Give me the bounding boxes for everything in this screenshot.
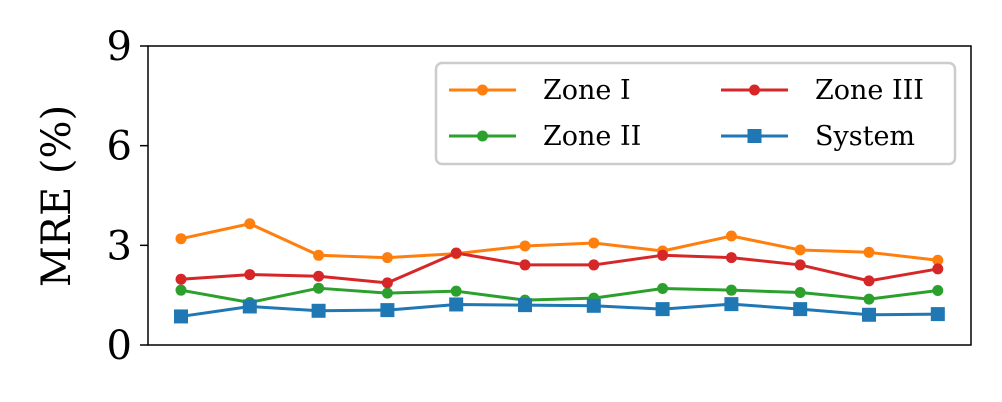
legend-marker: [747, 129, 762, 143]
data-point: [794, 244, 806, 256]
legend-marker: [749, 84, 760, 96]
legend-item-system: System: [721, 121, 915, 152]
legend-item-zone-iii: Zone III: [721, 75, 924, 106]
data-point: [450, 285, 462, 297]
data-point: [174, 309, 188, 324]
data-point: [655, 302, 670, 317]
data-point: [175, 233, 187, 245]
legend-marker: [477, 130, 488, 142]
data-point: [794, 287, 806, 299]
y-axis-label: MRE (%): [34, 105, 80, 287]
data-point: [863, 275, 875, 287]
data-point: [381, 287, 393, 299]
data-point: [794, 259, 806, 271]
data-point: [175, 284, 187, 296]
data-point: [932, 254, 944, 266]
data-point: [725, 252, 737, 264]
data-point: [175, 273, 187, 285]
data-point: [518, 298, 532, 313]
legend-label: Zone III: [815, 75, 924, 106]
y-tick-label: 0: [107, 323, 132, 369]
y-tick-label: 6: [107, 124, 132, 170]
legend-label: Zone II: [543, 121, 641, 152]
data-point: [313, 249, 325, 261]
data-point: [863, 293, 875, 305]
data-point: [793, 302, 808, 317]
data-point: [588, 237, 600, 249]
data-point: [586, 298, 601, 313]
data-point: [863, 246, 875, 258]
series-layer: [174, 218, 945, 324]
series-system: [174, 297, 945, 324]
data-point: [588, 259, 600, 271]
data-point: [724, 297, 739, 312]
data-point: [244, 269, 256, 281]
data-point: [932, 285, 944, 297]
series-line-zone-i: [180, 222, 938, 262]
y-tick-label: 3: [107, 223, 132, 269]
data-point: [657, 249, 669, 261]
series-line-system: [180, 302, 938, 318]
legend-label: Zone I: [543, 75, 631, 106]
plot-frame: [147, 45, 972, 346]
legend-box: [434, 61, 957, 166]
data-point: [381, 252, 393, 264]
data-point: [519, 259, 531, 271]
data-point: [930, 307, 945, 322]
y-axis: 0 3 6 9: [107, 24, 148, 369]
series-zone-iii: [175, 247, 944, 289]
legend-label: System: [815, 121, 915, 152]
y-tick-label: 9: [107, 24, 132, 70]
data-point: [313, 282, 325, 294]
series-line-zone-ii: [180, 286, 938, 304]
legend-item-zone-i: Zone I: [449, 75, 631, 106]
data-point: [519, 240, 531, 252]
series-line-zone-iii: [180, 251, 939, 285]
data-point: [311, 303, 326, 318]
series-zone-i: [175, 218, 944, 266]
data-point: [725, 284, 737, 296]
legend-item-zone-ii: Zone II: [449, 121, 641, 152]
data-point: [932, 263, 944, 275]
data-point: [725, 230, 737, 242]
data-point: [381, 277, 393, 289]
data-point: [449, 297, 464, 312]
data-point: [313, 270, 325, 282]
data-point: [244, 218, 256, 230]
legend: Zone I Zone II Zone III System: [434, 61, 957, 166]
data-point: [242, 299, 257, 314]
data-point: [380, 303, 395, 318]
data-point: [450, 247, 462, 259]
data-point: [657, 283, 669, 295]
data-point: [862, 307, 876, 322]
legend-marker: [477, 84, 488, 96]
